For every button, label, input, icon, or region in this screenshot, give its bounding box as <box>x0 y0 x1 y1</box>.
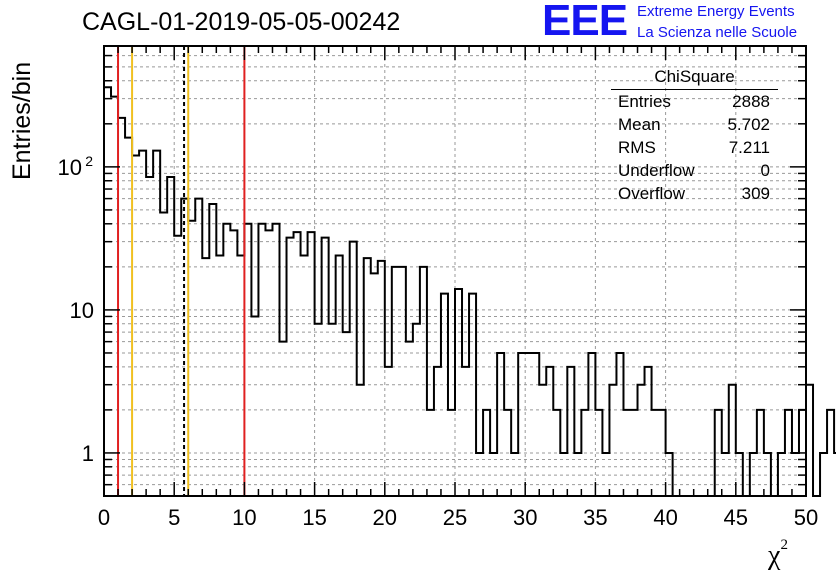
stats-value: 309 <box>741 184 770 203</box>
histogram-bars <box>103 86 836 497</box>
stats-value: 7.211 <box>728 138 770 157</box>
x-tick-label: 35 <box>583 505 607 530</box>
stats-box: ChiSquare Entries 2888 Mean 5.702 RMS 7.211… <box>611 65 778 205</box>
stats-label: RMS <box>618 138 656 157</box>
x-tick-label: 30 <box>513 505 537 530</box>
y-tick-label: 10 <box>58 155 82 180</box>
histogram-outline <box>103 86 836 497</box>
x-tick-label: 5 <box>168 505 180 530</box>
y-axis-label: Entries/bin <box>8 61 36 180</box>
chart-title: CAGL-01-2019-05-05-00242 <box>82 8 401 36</box>
stats-row: Underflow 0 <box>611 159 778 182</box>
stats-value: 2888 <box>732 92 770 111</box>
stats-label: Underflow <box>618 161 695 180</box>
logo-line-2: La Scienza nelle Scuole <box>637 24 798 41</box>
x-tick-label: 15 <box>302 505 326 530</box>
x-tick-label: 25 <box>443 505 467 530</box>
logo-mark: EEE <box>542 0 628 45</box>
logo-line-1: Extreme Energy Events <box>637 3 795 20</box>
stats-row: Mean 5.702 <box>611 113 778 136</box>
y-tick-label-exponent: 2 <box>85 153 93 169</box>
stats-value: 0 <box>760 161 770 180</box>
x-tick-label: 50 <box>794 505 818 530</box>
stats-row: Entries 2888 <box>611 90 778 113</box>
stats-label: Overflow <box>618 184 686 203</box>
stats-row: Overflow 309 <box>611 182 778 205</box>
stats-title: ChiSquare <box>611 65 778 90</box>
x-axis-label-sup: 2 <box>780 536 788 553</box>
x-tick-label: 10 <box>232 505 256 530</box>
x-axis-label: χ2 <box>768 536 788 572</box>
x-tick-label: 40 <box>653 505 677 530</box>
stats-label: Entries <box>618 92 671 111</box>
eee-logo: EEE Extreme Energy Events La Scienza nel… <box>542 0 832 46</box>
stats-label: Mean <box>618 115 661 134</box>
x-axis-label-base: χ <box>768 540 781 571</box>
stats-row: RMS 7.211 <box>611 136 778 159</box>
stats-value: 5.702 <box>727 115 770 134</box>
x-tick-label: 0 <box>98 505 110 530</box>
reference-lines <box>117 46 246 496</box>
y-tick-label: 1 <box>82 441 94 466</box>
axis-ticks <box>103 45 807 497</box>
x-tick-label: 45 <box>724 505 748 530</box>
x-tick-label: 20 <box>373 505 397 530</box>
y-tick-label: 10 <box>70 298 94 323</box>
